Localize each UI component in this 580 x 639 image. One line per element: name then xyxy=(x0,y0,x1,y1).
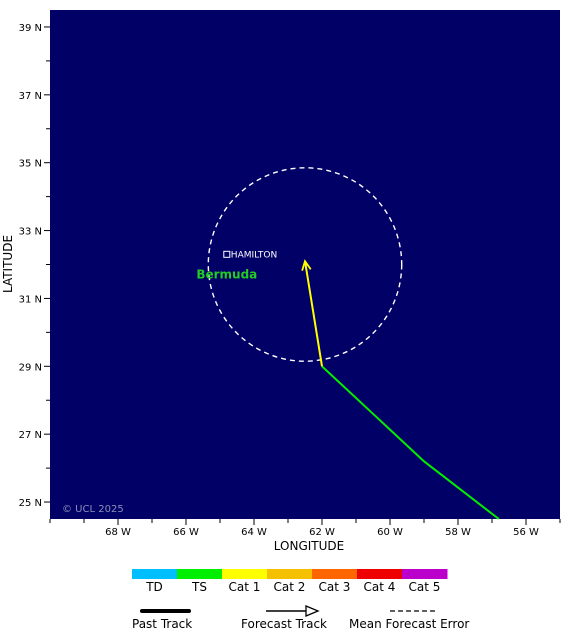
category-label: Cat 3 xyxy=(319,580,351,594)
mean-forecast-error-circle xyxy=(207,167,403,362)
category-swatch xyxy=(312,569,358,579)
lon-tick-label: 66 W xyxy=(173,527,199,538)
forecast-track-key-arrowhead xyxy=(305,605,320,617)
category-label: Cat 1 xyxy=(229,580,261,594)
lon-tick-label: 64 W xyxy=(241,527,267,538)
category-label: Cat 4 xyxy=(364,580,396,594)
category-label: TS xyxy=(191,580,207,594)
lat-tick-label: 31 N xyxy=(19,294,42,305)
lat-tick-label: 39 N xyxy=(19,23,42,34)
forecast-track-arrowhead xyxy=(301,259,312,271)
longitude-axis: 68 W 66 W 64 W 62 W 60 W 58 W 56 W xyxy=(49,519,561,538)
category-swatch xyxy=(132,569,178,579)
lon-tick-label: 58 W xyxy=(445,527,471,538)
lat-tick-label: 25 N xyxy=(19,498,42,509)
region-label: Bermuda xyxy=(196,267,257,281)
category-swatch xyxy=(402,569,448,579)
category-swatch xyxy=(267,569,313,579)
category-label: TD xyxy=(145,580,163,594)
category-label: Cat 2 xyxy=(274,580,306,594)
lon-tick-label: 68 W xyxy=(105,527,131,538)
category-legend: TD TS Cat 1 Cat 2 Cat 3 Cat 4 Cat 5 xyxy=(132,569,448,594)
place-markers: HAMILTON xyxy=(223,250,277,260)
lon-tick-label: 56 W xyxy=(513,527,539,538)
category-label: Cat 5 xyxy=(409,580,441,594)
mean-error-key-label: Mean Forecast Error xyxy=(349,617,469,631)
y-axis-title: LATITUDE xyxy=(1,235,15,293)
lat-tick-label: 35 N xyxy=(19,159,42,170)
category-swatch xyxy=(177,569,223,579)
copyright-text: © UCL 2025 xyxy=(62,504,124,515)
lon-tick-label: 62 W xyxy=(309,527,335,538)
track-key-legend: Past Track Forecast Track Mean Forecast … xyxy=(132,605,469,631)
city-label: HAMILTON xyxy=(231,250,277,260)
forecast-track-key-label: Forecast Track xyxy=(241,617,327,631)
forecast-track-line xyxy=(304,260,323,367)
x-axis-title: LONGITUDE xyxy=(274,539,344,553)
lat-tick-label: 29 N xyxy=(19,362,42,373)
category-swatch xyxy=(222,569,268,579)
latitude-axis: 39 N 37 N 35 N 33 N 31 N 29 N 27 N 25 N xyxy=(19,23,50,509)
past-track-line xyxy=(321,365,500,520)
lon-tick-label: 60 W xyxy=(377,527,403,538)
past-track-key-label: Past Track xyxy=(132,617,192,631)
lat-tick-label: 27 N xyxy=(19,430,42,441)
city-marker-icon xyxy=(223,250,231,258)
region-labels: Bermuda xyxy=(196,267,257,281)
lat-tick-label: 37 N xyxy=(19,91,42,102)
lat-tick-label: 33 N xyxy=(19,227,42,238)
category-swatch xyxy=(357,569,403,579)
